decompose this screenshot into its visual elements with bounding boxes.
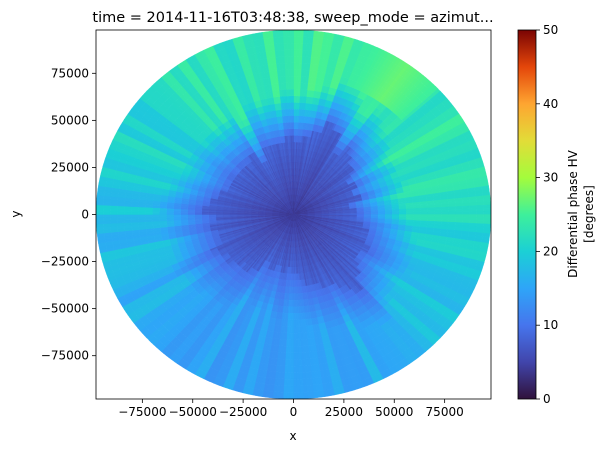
radar-gate xyxy=(293,69,297,77)
radar-gate xyxy=(293,36,298,44)
radar-gate xyxy=(462,211,470,215)
radar-gate xyxy=(469,208,478,213)
radar-gate xyxy=(434,211,442,215)
radar-gate xyxy=(462,205,470,210)
radar-gate xyxy=(299,391,305,399)
radar-gate xyxy=(441,211,449,215)
radar-gate xyxy=(293,43,298,50)
radar-gate xyxy=(476,211,485,215)
radar-gate xyxy=(483,207,491,212)
radar-gate xyxy=(476,214,485,219)
radar-gate xyxy=(406,212,414,215)
radar-gate xyxy=(469,211,478,215)
radar-gate xyxy=(483,211,491,215)
plot-area xyxy=(96,30,491,399)
chart-title: time = 2014-11-16T03:48:38, sweep_mode =… xyxy=(92,10,493,26)
radar-gate xyxy=(420,212,428,215)
radar-gate xyxy=(427,211,435,215)
radar-gate xyxy=(413,212,421,215)
radar-gate xyxy=(293,49,297,57)
radar-gate xyxy=(462,214,470,218)
radar-gate xyxy=(483,214,491,219)
radar-gate xyxy=(434,209,442,213)
radar-gate xyxy=(448,211,456,215)
radar-gate xyxy=(299,385,304,393)
radar-gate xyxy=(293,75,297,83)
radar-gate xyxy=(476,208,485,212)
radar-gate xyxy=(455,211,463,215)
radar-gate xyxy=(441,209,449,213)
radar-gate xyxy=(483,204,491,209)
radar-gate xyxy=(469,214,478,218)
radar-field xyxy=(96,30,491,399)
radar-gate xyxy=(293,30,298,37)
radar-gate xyxy=(448,208,456,213)
